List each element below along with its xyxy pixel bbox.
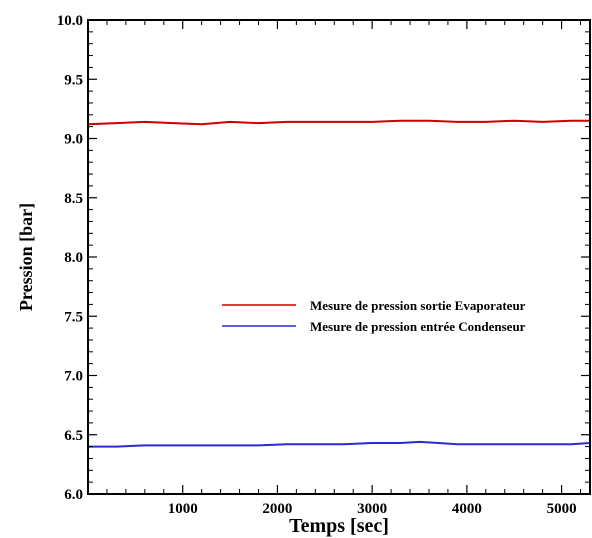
y-tick-label: 6.5 <box>64 428 83 444</box>
plot-frame <box>87 19 591 495</box>
x-tick-label: 1000 <box>168 501 198 517</box>
axis-ticks <box>88 19 590 495</box>
x-tick-label: 4000 <box>452 501 482 517</box>
y-tick-label: 6.0 <box>64 487 83 503</box>
legend-label: Mesure de pression entrée Condenseur <box>310 319 526 334</box>
y-tick-label: 7.5 <box>64 309 83 325</box>
y-axis-title: Pression [bar] <box>16 203 36 311</box>
x-tick-label: 2000 <box>262 501 292 517</box>
x-tick-label: 3000 <box>357 501 387 517</box>
plot-lines <box>87 119 591 448</box>
series-line-evaporateur <box>87 119 590 126</box>
y-tick-label: 10.0 <box>57 13 83 29</box>
series-line-condenseur <box>88 440 591 448</box>
y-tick-label: 9.0 <box>64 132 83 148</box>
x-axis-title: Temps [sec] <box>289 515 389 537</box>
y-tick-label: 8.5 <box>64 191 83 207</box>
x-tick-label: 5000 <box>547 501 577 517</box>
tick-labels: 1000 2000 3000 4000 5000 6.0 6.5 7.0 7.5 8.0 8.5 9.… <box>57 13 577 517</box>
legend-label: Mesure de pression sortie Evaporateur <box>310 298 526 313</box>
y-tick-label: 7.0 <box>64 369 83 385</box>
legend: Mesure de pression sortie Evaporateur Mes… <box>222 298 526 334</box>
y-tick-label: 9.5 <box>64 72 83 88</box>
y-tick-label: 8.0 <box>64 250 83 266</box>
